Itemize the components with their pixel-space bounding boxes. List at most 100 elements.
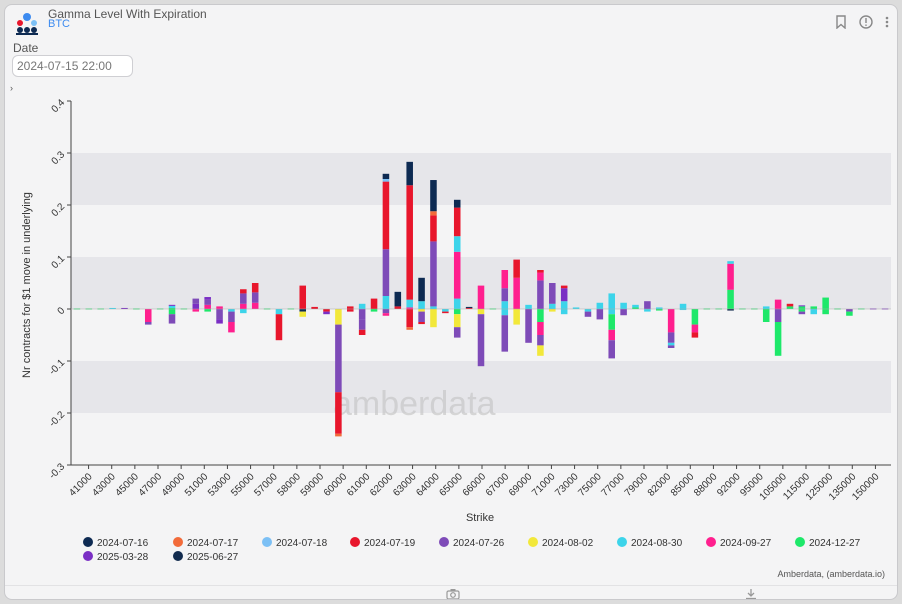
legend-label[interactable]: 2025-06-27 [187,552,239,563]
bar-segment [798,305,806,307]
bar-segment [632,307,639,309]
bar-segment [810,306,818,309]
y-tick-label: 0 [56,305,68,317]
page-title: Gamma Level With Expiration [48,7,207,21]
asset-subtitle: BTC [48,18,70,30]
bar-segment [798,309,806,312]
download-icon[interactable] [745,587,757,599]
bar-segment [810,309,818,315]
legend-label[interactable]: 2024-09-27 [720,538,772,549]
bar-segment [727,261,734,264]
bar-segment [275,314,283,341]
x-tick-label: 58000 [276,471,304,499]
bar-segment [453,309,461,315]
x-tick-label: 59000 [299,471,327,499]
legend-marker[interactable] [173,551,183,561]
bar-segment [513,277,520,309]
bar-segment [168,309,176,315]
bar-segment [727,263,734,290]
x-tick-label: 65000 [438,471,466,499]
x-tick-label: 77000 [600,471,628,499]
legend-label[interactable]: 2024-07-17 [187,538,239,549]
legend-marker[interactable] [83,551,93,561]
gamma-chart: amberdata 0.4 0.3 0.2 0.1 0 -0.1 -0.2 -0.3 41000… [21,97,891,579]
legend-marker[interactable] [795,537,805,547]
legend-marker[interactable] [350,537,360,547]
legend-marker[interactable] [262,537,272,547]
bar-segment [560,301,568,309]
bar-segment [537,280,544,309]
legend-marker[interactable] [83,537,93,547]
bar-segment [216,306,223,309]
bar-segment [418,301,425,309]
bookmark-icon[interactable] [835,15,847,34]
bar-segment [453,298,461,309]
bar-segment [453,251,461,299]
bar-segment [382,296,390,309]
legend-label[interactable]: 2024-08-30 [631,538,683,549]
bar-segment [525,309,532,343]
date-input[interactable] [12,55,133,77]
bar-segment [774,322,782,356]
legend-label[interactable]: 2024-07-19 [364,538,416,549]
legend-label[interactable]: 2025-03-28 [97,552,149,563]
bar-segment [727,289,734,309]
bar-segment [798,311,806,315]
bar-segment [501,288,509,302]
legend-marker[interactable] [706,537,716,547]
x-tick-label: 51000 [183,471,211,499]
bar-segment [251,302,259,309]
x-tick-label: 73000 [553,471,581,499]
y-tick-label: 0.1 [50,253,68,271]
bar-segment [537,345,544,356]
legend-label[interactable]: 2024-07-16 [97,538,149,549]
legend-label[interactable]: 2024-07-18 [276,538,328,549]
x-tick-label: 55000 [229,471,257,499]
bar-segment [335,309,342,325]
bar-segment [584,311,592,317]
x-tick-label: 43000 [90,471,118,499]
camera-icon[interactable] [446,587,460,599]
bar-segment [251,292,259,303]
bar-segment [846,309,853,312]
y-tick-label: -0.1 [47,357,67,377]
bar-segment [655,309,663,311]
bar-segment [430,306,437,309]
bar-segment [311,306,318,309]
bar-segment [453,199,461,208]
bar-segment [501,309,509,316]
bar-segment [370,298,378,309]
bar-segment [418,309,425,312]
x-tick-label: 85000 [669,471,697,499]
bar-segment [679,309,687,311]
more-icon[interactable] [885,15,889,34]
bar-segment [144,309,152,322]
bar-segment [465,306,473,308]
legend-marker[interactable] [173,537,183,547]
bar-segment [584,309,592,312]
legend-marker[interactable] [617,537,627,547]
bar-segment [418,277,425,302]
bar-segment [501,270,509,289]
bar-segment [453,314,461,328]
x-tick-label: 82000 [646,471,674,499]
bar-segment [192,309,200,312]
bar-segment [144,322,152,325]
legend-label[interactable]: 2024-07-26 [453,538,505,549]
x-tick-label: 41000 [67,471,95,499]
bar-segment [822,309,829,315]
legend-marker[interactable] [439,537,449,547]
legend-label[interactable]: 2024-12-27 [809,538,861,549]
bar-segment [537,322,544,335]
info-icon[interactable] [859,15,873,34]
chevron-right-icon[interactable]: › [10,83,13,93]
bar-segment [299,309,307,312]
bar-segment [537,272,544,281]
bar-segment [406,185,413,300]
bar-segment [549,309,556,312]
bar-segment [608,309,615,315]
bar-segment [608,340,615,359]
legend-marker[interactable] [528,537,538,547]
bar-segment [430,241,437,307]
legend-label[interactable]: 2024-08-02 [542,538,594,549]
